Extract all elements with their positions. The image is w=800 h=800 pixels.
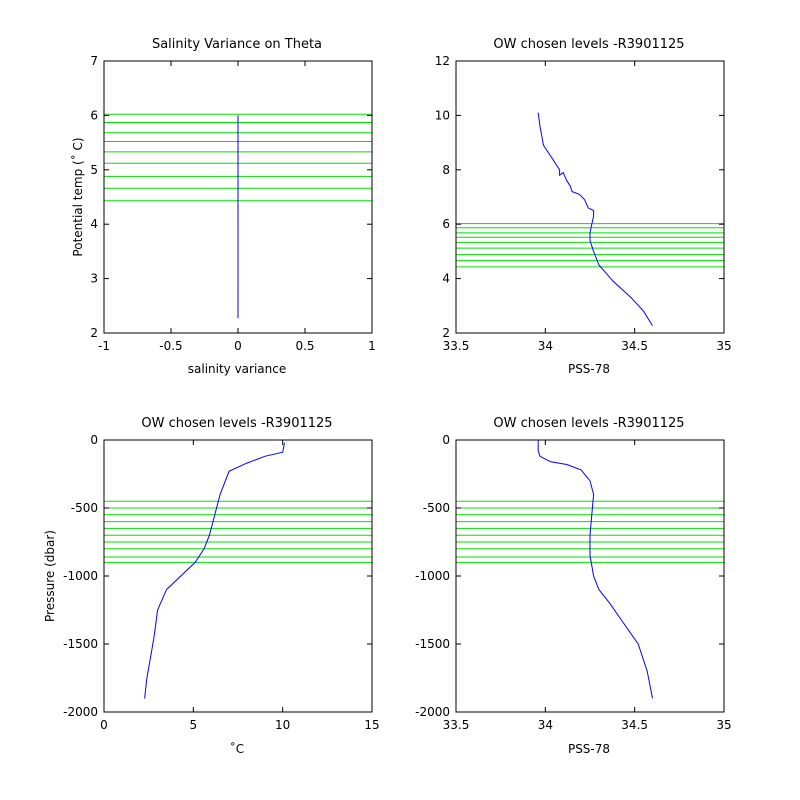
- subplot-temp-pressure: OW chosen levels -R3901125 ˚C Pressure (…: [43, 416, 380, 756]
- y-tick-label: -1500: [415, 637, 450, 651]
- y-tick-label: -1000: [415, 569, 450, 583]
- x-tick-label: 34: [538, 339, 553, 353]
- x-tick-label: -1: [98, 339, 110, 353]
- profile-line: [537, 440, 653, 699]
- y-tick-label: 10: [435, 108, 450, 122]
- x-axis-label: ˚C: [230, 741, 244, 756]
- x-axis-label: PSS-78: [568, 742, 610, 756]
- y-tick-label: 12: [435, 54, 450, 68]
- profile-line: [537, 112, 653, 326]
- x-axis-label: salinity variance: [188, 362, 287, 376]
- y-tick-label: 3: [90, 272, 98, 286]
- x-tick-label: 33.5: [443, 718, 470, 732]
- y-tick-label: 2: [442, 326, 450, 340]
- y-tick-label: 0: [90, 433, 98, 447]
- x-axis-label: PSS-78: [568, 362, 610, 376]
- y-tick-label: 0: [442, 433, 450, 447]
- subplot-salinity-pressure: OW chosen levels -R3901125 PSS-78 33.5 34…: [415, 416, 732, 756]
- x-tick-label: 15: [364, 718, 379, 732]
- y-tick-label: 6: [90, 108, 98, 122]
- x-tick-label: 35: [716, 718, 731, 732]
- y-tick-label: 4: [442, 272, 450, 286]
- y-tick-label: -2000: [63, 705, 98, 719]
- y-tick-label: 5: [90, 163, 98, 177]
- y-tick-label: 4: [90, 217, 98, 231]
- y-tick-label: 8: [442, 163, 450, 177]
- x-tick-label: 34: [538, 718, 553, 732]
- chart-title: Salinity Variance on Theta: [152, 37, 322, 52]
- axes-frame: [103, 439, 373, 713]
- x-tick-label: 0: [234, 339, 242, 353]
- x-tick-label: 35: [716, 339, 731, 353]
- subplot-salinity-theta: OW chosen levels -R3901125 PSS-78 33.5 34…: [435, 37, 732, 376]
- profile-line: [144, 442, 285, 699]
- y-tick-label: 6: [442, 217, 450, 231]
- x-tick-label: 34.5: [621, 339, 648, 353]
- x-tick-label: 1: [368, 339, 376, 353]
- x-tick-label: 0: [100, 718, 108, 732]
- y-tick-label: 7: [90, 54, 98, 68]
- y-tick-label: -500: [71, 501, 98, 515]
- chart-title: OW chosen levels -R3901125: [493, 416, 684, 431]
- y-tick-label: -500: [423, 501, 450, 515]
- x-tick-label: 10: [275, 718, 290, 732]
- y-tick-label: 2: [90, 326, 98, 340]
- x-tick-label: 33.5: [443, 339, 470, 353]
- chart-title: OW chosen levels -R3901125: [493, 37, 684, 52]
- x-tick-label: -0.5: [159, 339, 182, 353]
- y-axis-label: Pressure (dbar): [43, 530, 57, 622]
- axes-frame: [455, 60, 725, 334]
- chart-title: OW chosen levels -R3901125: [141, 416, 332, 431]
- y-tick-label: -1000: [63, 569, 98, 583]
- subplot-salinity-variance: Salinity Variance on Theta salinity vari…: [70, 37, 376, 376]
- y-tick-label: -2000: [415, 705, 450, 719]
- y-axis-label: Potential temp (˚ C): [70, 137, 85, 256]
- y-tick-label: -1500: [63, 637, 98, 651]
- x-tick-label: 34.5: [621, 718, 648, 732]
- x-tick-label: 5: [190, 718, 198, 732]
- x-tick-label: 0.5: [295, 339, 314, 353]
